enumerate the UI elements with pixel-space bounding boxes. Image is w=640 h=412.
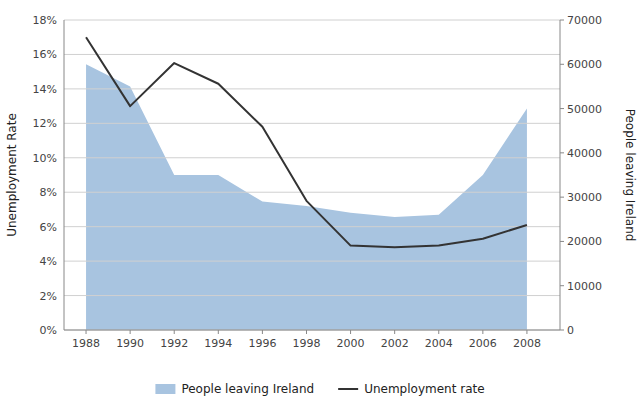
y-axis <box>64 20 65 330</box>
y2-tick <box>560 241 564 242</box>
legend-swatch <box>155 384 175 394</box>
y-axis-label: Unemployment Rate <box>5 113 19 237</box>
axes: 0% 2% 4% 6% 8% 10% 12% 14% 16% 18% 0 10000 20000 3000… <box>33 14 602 350</box>
y2-tick <box>560 152 564 153</box>
legend-item: Unemployment rate <box>338 382 484 396</box>
y2-tick-label: 20000 <box>567 235 602 248</box>
legend-label: People leaving Ireland <box>181 382 314 396</box>
y2-tick <box>560 197 564 198</box>
legend-label: Unemployment rate <box>364 382 484 396</box>
x-tick-label: 2006 <box>469 337 497 350</box>
grid-line <box>64 88 560 89</box>
area-layer <box>86 64 527 330</box>
y2-tick-label: 0 <box>567 324 574 337</box>
x-tick <box>174 330 175 334</box>
x-tick-label: 1990 <box>116 337 144 350</box>
y2-tick-label: 60000 <box>567 58 602 71</box>
y2-tick-label: 30000 <box>567 191 602 204</box>
legend-item: People leaving Ireland <box>155 382 314 396</box>
area <box>86 64 527 330</box>
x-tick <box>350 330 351 334</box>
y2-tick-label: 70000 <box>567 14 602 27</box>
grid <box>64 20 560 330</box>
grid-line <box>64 54 560 55</box>
legend-swatch <box>338 388 358 390</box>
y-tick-label: 10% <box>33 152 57 165</box>
x-tick-label: 1994 <box>204 337 232 350</box>
y2-tick-label: 40000 <box>567 147 602 160</box>
grid-line <box>64 157 560 158</box>
grid-line <box>64 330 560 331</box>
x-tick <box>438 330 439 334</box>
grid-line <box>64 226 560 227</box>
y2-axis-label: People leaving Ireland <box>623 109 637 242</box>
y2-tick <box>560 108 564 109</box>
grid-line <box>64 261 560 262</box>
line-layer <box>86 37 527 247</box>
x-tick <box>262 330 263 334</box>
x-tick-label: 2002 <box>381 337 409 350</box>
y-tick-label: 18% <box>33 14 57 27</box>
grid-line <box>64 123 560 124</box>
y2-tick <box>560 20 564 21</box>
x-tick-label: 2004 <box>425 337 453 350</box>
x-tick-label: 1998 <box>292 337 320 350</box>
x-tick-label: 2008 <box>513 337 541 350</box>
x-tick-label: 1992 <box>160 337 188 350</box>
y-tick-label: 14% <box>33 83 57 96</box>
grid-line <box>64 20 560 21</box>
x-tick-label: 1996 <box>248 337 276 350</box>
y-tick-label: 4% <box>40 255 57 268</box>
y2-tick-label: 10000 <box>567 280 602 293</box>
x-axis <box>64 330 560 331</box>
grid-line <box>64 192 560 193</box>
y-tick-label: 16% <box>33 48 57 61</box>
x-tick <box>482 330 483 334</box>
y-tick-label: 0% <box>40 324 57 337</box>
legend: People leaving Ireland Unemployment rate <box>155 382 484 396</box>
x-tick-label: 1988 <box>72 337 100 350</box>
x-tick <box>306 330 307 334</box>
y-tick-label: 8% <box>40 186 57 199</box>
grid-line <box>64 295 560 296</box>
y-tick-label: 12% <box>33 117 57 130</box>
x-tick <box>394 330 395 334</box>
y-tick-label: 6% <box>40 221 57 234</box>
y2-tick-label: 50000 <box>567 103 602 116</box>
x-tick <box>86 330 87 334</box>
line <box>86 37 527 247</box>
y-tick-label: 2% <box>40 290 57 303</box>
x-tick <box>526 330 527 334</box>
y2-tick <box>560 285 564 286</box>
x-tick <box>218 330 219 334</box>
x-tick-label: 2000 <box>337 337 365 350</box>
x-tick <box>130 330 131 334</box>
y2-axis <box>560 20 561 330</box>
y2-tick <box>560 330 564 331</box>
y2-tick <box>560 64 564 65</box>
chart: 0% 2% 4% 6% 8% 10% 12% 14% 16% 18% 0 10000 20000 3000… <box>0 0 640 412</box>
